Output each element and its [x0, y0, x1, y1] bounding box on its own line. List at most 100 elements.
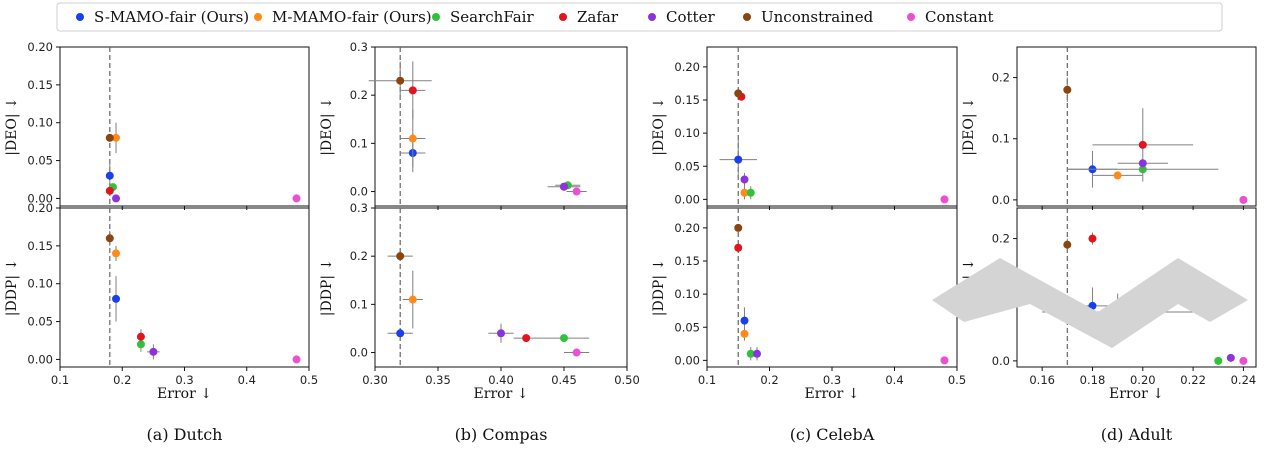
- data-point: [1214, 356, 1223, 365]
- x-tick-label: 0.3: [175, 373, 193, 387]
- data-marker: [112, 133, 121, 142]
- x-axis-label: Error ↓: [474, 386, 529, 402]
- subplot-top: 0.0 0.1 0.2 |DEO| ↓: [961, 46, 1257, 210]
- data-marker: [408, 134, 417, 143]
- data-marker: [408, 295, 417, 304]
- data-marker: [572, 348, 581, 357]
- data-point: [1092, 108, 1194, 182]
- data-marker: [105, 186, 114, 195]
- x-tick-label: 0.1: [698, 373, 716, 387]
- y-axis-label: |DEO| ↓: [651, 97, 667, 156]
- data-marker: [1239, 356, 1248, 365]
- data-marker: [746, 188, 755, 197]
- data-marker: [734, 155, 743, 164]
- data-marker: [292, 355, 301, 364]
- x-tick-label: 0.4: [238, 373, 256, 387]
- y-tick-label: 0.2: [350, 88, 368, 102]
- data-point: [387, 329, 413, 338]
- y-tick-label: 0.05: [27, 154, 53, 168]
- y-tick-label: 0.1: [350, 297, 368, 311]
- data-point: [564, 348, 590, 357]
- data-marker: [734, 243, 743, 252]
- data-point: [734, 243, 743, 252]
- data-marker: [1138, 159, 1147, 168]
- data-marker: [136, 332, 145, 341]
- chart-panel: 0.000.050.100.150.20|DEO| ↓0.000.050.100…: [4, 40, 318, 444]
- data-point: [740, 327, 749, 341]
- y-tick-label: 0.10: [674, 126, 700, 140]
- x-tick-label: 0.16: [1029, 373, 1055, 387]
- data-marker: [105, 171, 114, 180]
- data-point: [746, 186, 755, 200]
- y-tick-label: 0.05: [674, 159, 700, 173]
- data-marker: [1088, 301, 1097, 310]
- data-point: [105, 186, 114, 195]
- data-point: [1092, 171, 1143, 180]
- data-marker: [1138, 140, 1147, 149]
- x-tick-label: 0.22: [1180, 373, 1206, 387]
- x-axis-label: Error ↓: [1109, 386, 1164, 402]
- subplot-bottom: 0.0 0.1 0.2 0.3 |DDP| ↓: [319, 201, 628, 371]
- data-point: [740, 172, 749, 187]
- x-tick-label: 0.5: [300, 373, 318, 387]
- y-tick-label: 0.00: [674, 353, 700, 367]
- x-tick-label: 0.50: [614, 373, 640, 387]
- chart-panel: 0.000.050.100.150.20|DEO| ↓0.000.050.100…: [651, 46, 966, 444]
- axes-frame: [59, 46, 310, 207]
- data-point: [292, 194, 301, 203]
- y-tick-label: 0.2: [992, 71, 1010, 85]
- legend-label: M-MAMO-fair (Ours): [272, 8, 432, 26]
- data-point: [1088, 232, 1097, 245]
- data-point: [488, 323, 514, 343]
- y-tick-label: 0.20: [674, 60, 700, 74]
- data-point: [746, 347, 755, 361]
- y-tick-label: 0.10: [674, 287, 700, 301]
- data-marker: [105, 234, 114, 243]
- panel-caption: (c) CelebA: [790, 425, 875, 444]
- legend-marker: [254, 13, 262, 21]
- data-point: [112, 276, 121, 322]
- panel-caption: (a) Dutch: [147, 425, 223, 444]
- subplot-top: 0.00 0.05 0.10 0.15 0.20 |DEO| ↓: [4, 40, 310, 210]
- y-tick-label: 0.0: [992, 193, 1010, 207]
- data-point: [566, 187, 587, 196]
- data-point: [513, 334, 539, 343]
- legend-label: Constant: [925, 8, 994, 26]
- data-point: [940, 356, 949, 365]
- data-point: [402, 270, 423, 329]
- data-point: [753, 347, 761, 361]
- data-marker: [112, 249, 121, 258]
- legend-label: S-MAMO-fair (Ours): [94, 8, 249, 26]
- data-point: [105, 230, 114, 246]
- data-marker: [1063, 240, 1072, 249]
- axes-frame: [59, 207, 310, 368]
- legend-label: Unconstrained: [761, 8, 874, 26]
- legend-marker: [559, 13, 567, 21]
- data-marker: [740, 188, 749, 197]
- y-tick-label: 0.00: [27, 352, 53, 366]
- data-point: [740, 186, 749, 200]
- data-marker: [1214, 356, 1223, 365]
- legend-marker: [648, 13, 656, 21]
- panel-caption: (b) Compas: [455, 425, 548, 444]
- x-axis-label: Error ↓: [157, 386, 212, 402]
- y-tick-label: 0.1: [992, 132, 1010, 146]
- data-point: [1226, 353, 1235, 362]
- panel-caption: (d) Adult: [1101, 425, 1173, 444]
- legend-marker: [907, 13, 915, 21]
- data-marker: [1226, 353, 1235, 362]
- data-marker: [396, 76, 405, 85]
- y-tick-label: 0.00: [27, 191, 53, 205]
- data-marker: [522, 334, 531, 343]
- y-tick-label: 0.20: [674, 221, 700, 235]
- data-point: [112, 245, 121, 261]
- data-marker: [396, 252, 405, 261]
- subplot-bottom: 0.00 0.05 0.10 0.15 0.20 |DDP| ↓: [651, 207, 958, 371]
- y-tick-label: 0.2: [350, 249, 368, 263]
- x-tick-label: 0.40: [488, 373, 514, 387]
- data-marker: [746, 349, 755, 358]
- subplot-top: 0.00 0.05 0.10 0.15 0.20 |DEO| ↓: [651, 46, 958, 210]
- legend-label: Cotter: [666, 8, 715, 26]
- data-point: [1063, 238, 1072, 251]
- data-point: [719, 139, 757, 180]
